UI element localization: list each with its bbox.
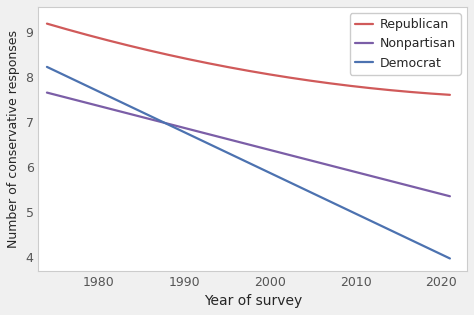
Y-axis label: Number of conservative responses: Number of conservative responses (7, 30, 20, 248)
X-axis label: Year of survey: Year of survey (204, 294, 302, 308)
Republican (447, 93, 453, 97)
Republican (46, 22, 51, 26)
Republican (291, 76, 296, 80)
Line: Republican: Republican (47, 24, 450, 95)
Republican (410, 90, 415, 94)
Republican (44, 22, 50, 26)
Republican (284, 75, 290, 79)
Republican (283, 75, 288, 79)
Legend: Republican, Nonpartisan, Democrat: Republican, Nonpartisan, Democrat (350, 13, 461, 75)
Republican (384, 88, 390, 92)
